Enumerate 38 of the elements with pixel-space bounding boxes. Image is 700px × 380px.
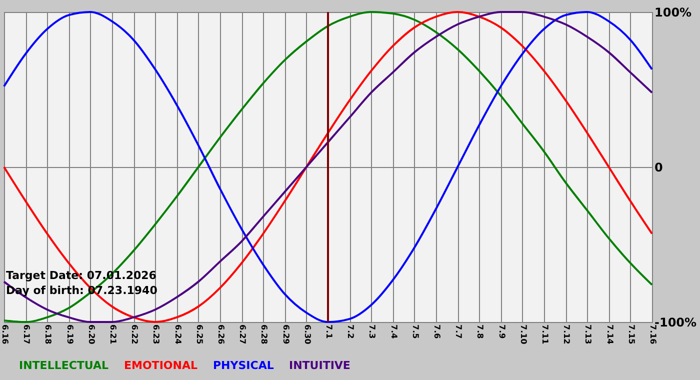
- text: EMOTIONAL: [124, 358, 198, 372]
- text: INTUITIVE: [289, 358, 350, 372]
- x-tick-label: 7.5: [410, 324, 420, 340]
- line-series: [3, 11, 653, 323]
- x-tick-label: 6.20: [86, 324, 96, 345]
- x-tick-label: 7.13: [584, 324, 593, 344]
- x-tick-label: 7.16: [648, 324, 658, 345]
- x-tick-label: 7.8: [476, 324, 485, 340]
- y-tick-label: 0: [654, 160, 663, 174]
- x-tick-label: 6.17: [22, 324, 32, 344]
- x-tick-label: 6.26: [216, 324, 226, 345]
- x-tick-label: 6.29: [281, 324, 290, 345]
- x-tick-label: 7.10: [518, 324, 528, 345]
- x-tick-label: 6.23: [152, 324, 161, 344]
- x-tick-label: 7.11: [540, 324, 550, 345]
- x-tick-label: 7.14: [605, 324, 614, 345]
- x-tick-label: 7.1: [324, 324, 334, 340]
- x-tick-label: 6.30: [302, 324, 312, 345]
- x-tick-label: 7.15: [626, 324, 636, 345]
- x-tick-label: 6.22: [130, 324, 140, 344]
- x-tick-label: 7.9: [497, 324, 506, 340]
- x-tick-label: 6.21: [108, 324, 118, 345]
- x-tick-label: 6.27: [238, 324, 248, 344]
- x-tick-label: 7.2: [346, 324, 356, 339]
- x-tick-label: 6.28: [260, 324, 269, 345]
- x-tick-label: 7.3: [368, 324, 377, 339]
- x-tick-label: 6.18: [44, 324, 53, 345]
- x-tick-label: 7.12: [562, 324, 572, 344]
- text: INTELLECTUAL: [19, 358, 109, 372]
- x-tick-label: 6.24: [173, 324, 182, 345]
- text: PHYSICAL: [213, 358, 274, 372]
- x-tick-label: 6.25: [194, 324, 204, 345]
- x-tick-label: 6.19: [65, 324, 74, 345]
- y-tick-label: 100%: [654, 6, 692, 20]
- x-tick-label: 6.16: [0, 324, 10, 345]
- x-tick-label: 7.4: [389, 324, 398, 340]
- x-tick-label: 7.7: [454, 324, 464, 339]
- x-tick-label: 7.6: [432, 324, 442, 340]
